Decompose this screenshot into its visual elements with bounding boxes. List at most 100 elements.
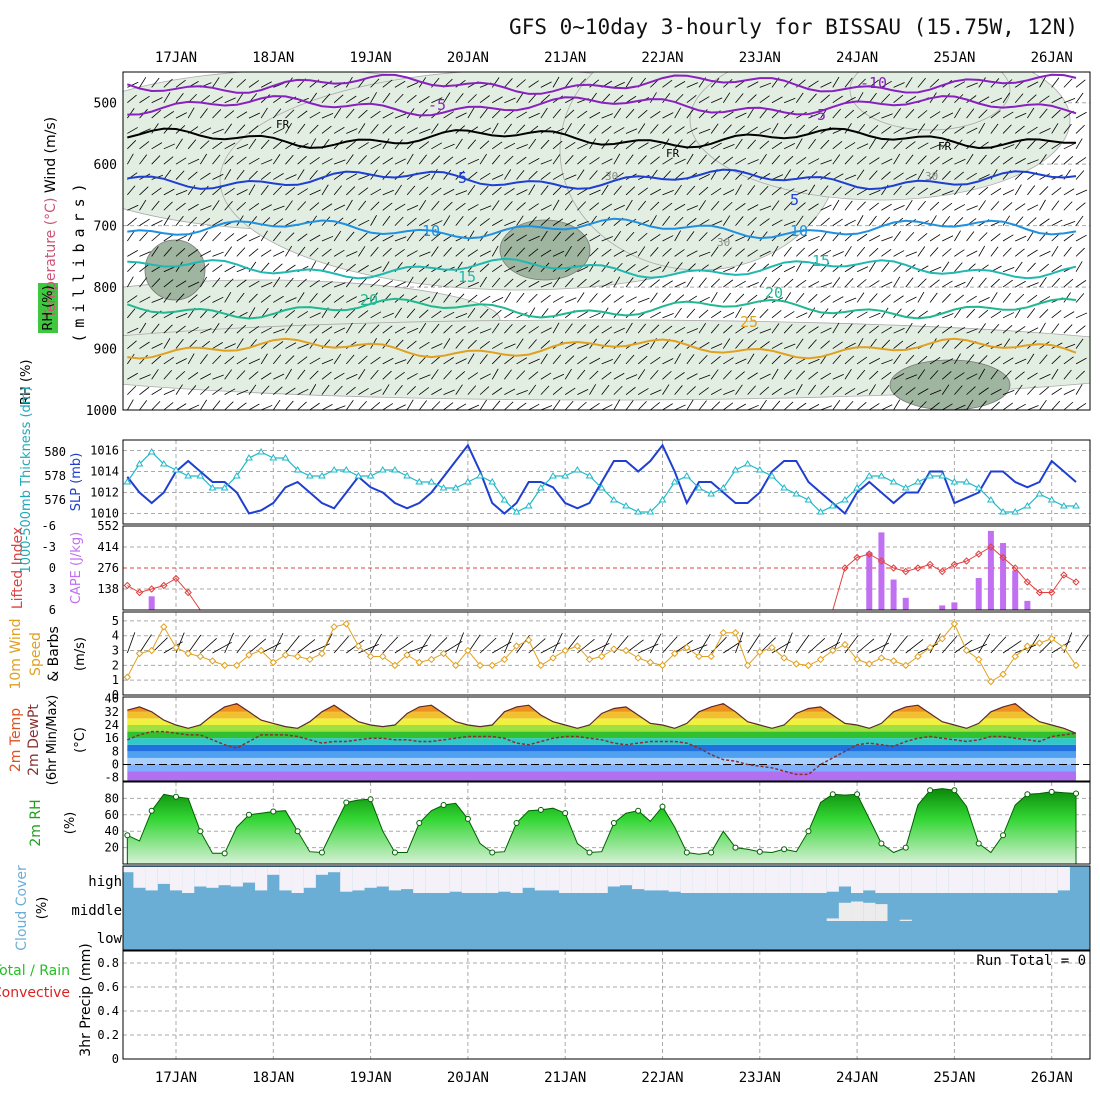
upper-barb <box>358 323 367 334</box>
upper-barb <box>1002 267 1015 273</box>
cloud-high-cell <box>1033 867 1046 893</box>
upper-barb <box>869 357 881 365</box>
wind-speed-point <box>707 652 715 661</box>
upper-barb <box>187 353 195 365</box>
thickness-point <box>974 484 983 491</box>
upper-barb <box>358 123 366 134</box>
rh-point <box>1024 791 1031 798</box>
upper-barb <box>187 107 195 119</box>
upper-barb <box>735 307 742 319</box>
upper-barb <box>698 374 711 380</box>
rh-tick: 60 <box>105 808 119 822</box>
isotherm-label: -5 <box>808 106 826 124</box>
upper-barb <box>723 79 733 88</box>
upper-barb <box>333 327 346 334</box>
upper-barb <box>199 153 208 165</box>
upper-barb <box>285 77 293 88</box>
upper-barb <box>370 215 377 226</box>
upper-barb <box>564 154 574 165</box>
wind-barb <box>248 638 267 654</box>
upper-barb <box>978 96 990 104</box>
cloud-high-cell <box>765 867 779 893</box>
isotherm-label: 20 <box>765 284 783 302</box>
upper-barb <box>540 353 548 365</box>
upper-barb <box>1002 234 1014 242</box>
upper-barb <box>321 293 331 303</box>
upper-barb <box>187 404 200 410</box>
upper-barb <box>212 374 224 380</box>
upper-barb <box>832 95 843 104</box>
thickness-point <box>1023 502 1032 509</box>
upper-barb <box>236 247 246 257</box>
thickness-point <box>585 472 594 479</box>
upper-barb <box>808 203 819 211</box>
upper-barb <box>637 142 649 150</box>
upper-barb <box>723 370 732 380</box>
bottom-day-label: 23JAN <box>739 1070 781 1086</box>
upper-barb <box>564 200 573 211</box>
upper-barb <box>479 185 489 196</box>
upper-barb <box>783 97 796 104</box>
upper-barb <box>844 219 856 226</box>
upper-barb <box>771 342 783 349</box>
upper-barb <box>1051 368 1059 380</box>
upper-barb <box>248 371 259 380</box>
upper-barb <box>528 235 540 242</box>
upper-barb <box>1063 246 1072 257</box>
cloud-middle-label: middle <box>71 903 122 919</box>
upper-barb <box>406 373 418 380</box>
upper-barb <box>528 293 538 303</box>
upper-barb <box>917 77 926 88</box>
upper-barb <box>674 139 683 150</box>
wind-speed-point <box>1035 639 1044 647</box>
thickness-point <box>609 496 618 503</box>
upper-barb <box>674 326 686 334</box>
cloud-high-cell <box>595 867 608 893</box>
upper-barb <box>151 323 160 334</box>
slp-tick: 1012 <box>90 486 119 500</box>
wind-speed-point <box>123 673 132 681</box>
rh2m-area <box>124 787 1080 864</box>
upper-barb <box>1063 324 1073 334</box>
thickness-point <box>257 448 266 455</box>
upper-barb <box>1002 279 1013 288</box>
upper-barb <box>844 355 855 365</box>
upper-barb <box>625 76 633 88</box>
upper-barb <box>747 262 756 272</box>
wind-speed-point <box>439 649 448 658</box>
cape-bar <box>1000 543 1007 610</box>
upper-barb <box>224 187 235 196</box>
upper-barb <box>942 280 953 288</box>
upper-barb <box>1075 370 1085 380</box>
upper-barb <box>431 200 440 211</box>
upper-barb <box>285 297 297 303</box>
upper-barb <box>528 384 537 395</box>
upper-barb <box>1051 264 1062 273</box>
upper-barb <box>710 200 720 211</box>
upper-barb <box>710 123 719 134</box>
upper-barb <box>370 188 382 196</box>
upper-barb <box>467 353 475 365</box>
upper-barb <box>1063 156 1074 165</box>
temp-units-label: (°C) <box>73 727 88 753</box>
thickness-point <box>646 508 655 515</box>
upper-barb <box>552 108 562 119</box>
upper-barb <box>479 399 487 410</box>
upper-barb <box>285 342 297 349</box>
dewpoint-line <box>127 730 1077 776</box>
upper-barb <box>808 358 820 365</box>
bottom-day-label: 24JAN <box>836 1070 878 1086</box>
li-point <box>999 553 1007 562</box>
rh-tick: 40 <box>105 824 119 838</box>
upper-barb <box>1002 357 1014 365</box>
upper-barb <box>1063 233 1074 242</box>
upper-barb <box>1051 123 1059 134</box>
upper-barb <box>504 323 513 334</box>
upper-barb <box>832 76 840 88</box>
upper-barb <box>212 277 221 288</box>
upper-barb <box>418 277 427 288</box>
upper-barb <box>820 217 830 226</box>
upper-barb <box>1039 277 1047 288</box>
thickness-point <box>245 454 253 461</box>
